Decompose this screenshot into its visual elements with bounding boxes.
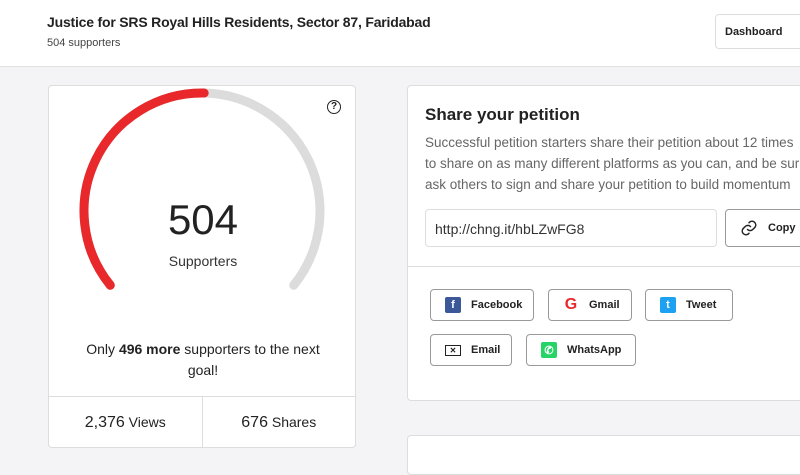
link-icon xyxy=(741,220,757,236)
facebook-label: Facebook xyxy=(471,299,523,311)
supporter-number: 504 xyxy=(167,196,239,243)
shares-stat: 676 Shares xyxy=(201,397,356,448)
facebook-icon: f xyxy=(445,297,461,313)
tweet-label: Tweet xyxy=(686,299,717,311)
dashboard-dropdown[interactable]: Dashboard xyxy=(715,14,800,49)
share-description: Successful petition starters share their… xyxy=(425,132,800,195)
twitter-icon: t xyxy=(660,297,676,313)
goal-prefix: Only xyxy=(86,341,119,357)
progress-card: ? 504 Supporters Only 496 more supporter… xyxy=(48,85,356,448)
page-header: Justice for SRS Royal Hills Residents, S… xyxy=(0,0,800,67)
desc-line: ask others to sign and share your petiti… xyxy=(425,177,791,192)
gauge-fill xyxy=(79,88,209,290)
desc-line: Successful petition starters share their… xyxy=(425,135,794,150)
tweet-button[interactable]: t Tweet xyxy=(645,289,733,321)
stats-row: 2,376 Views 676 Shares xyxy=(49,396,355,448)
whatsapp-label: WhatsApp xyxy=(567,344,622,356)
goal-remaining: 496 more xyxy=(118,341,181,357)
share-url-field[interactable]: http://chng.it/hbLZwFG8 xyxy=(425,209,717,247)
shares-count: 676 xyxy=(241,414,268,431)
google-icon: G xyxy=(564,296,578,313)
petition-title: Justice for SRS Royal Hills Residents, S… xyxy=(47,14,431,30)
whatsapp-icon: ✆ xyxy=(541,342,557,358)
copy-label: Copy xyxy=(768,222,796,234)
envelope-icon: ✕ xyxy=(445,344,461,356)
divider xyxy=(408,266,800,267)
email-label: Email xyxy=(471,344,501,356)
shares-label: Shares xyxy=(267,414,317,430)
facebook-button[interactable]: f Facebook xyxy=(430,289,534,321)
desc-line: to share on as many different platforms … xyxy=(425,156,800,171)
views-count: 2,376 xyxy=(84,414,125,431)
share-title: Share your petition xyxy=(425,105,580,124)
views-label: Views xyxy=(124,414,166,430)
help-icon[interactable]: ? xyxy=(327,100,341,114)
views-stat: 2,376 Views xyxy=(49,397,202,448)
copy-button[interactable]: Copy xyxy=(725,209,800,247)
whatsapp-button[interactable]: ✆ WhatsApp xyxy=(526,334,636,366)
supporter-label: Supporters xyxy=(168,253,238,269)
goal-suffix: supporters to the next goal! xyxy=(180,341,320,378)
progress-gauge xyxy=(79,88,325,290)
supporter-count: 504 supporters xyxy=(47,37,121,49)
share-card: Share your petition Successful petition … xyxy=(407,85,800,401)
email-button[interactable]: ✕ Email xyxy=(430,334,512,366)
goal-message: Only 496 more supporters to the next goa… xyxy=(79,339,327,381)
gmail-button[interactable]: G Gmail xyxy=(548,289,632,321)
next-card xyxy=(407,435,800,475)
gmail-label: Gmail xyxy=(589,299,620,311)
